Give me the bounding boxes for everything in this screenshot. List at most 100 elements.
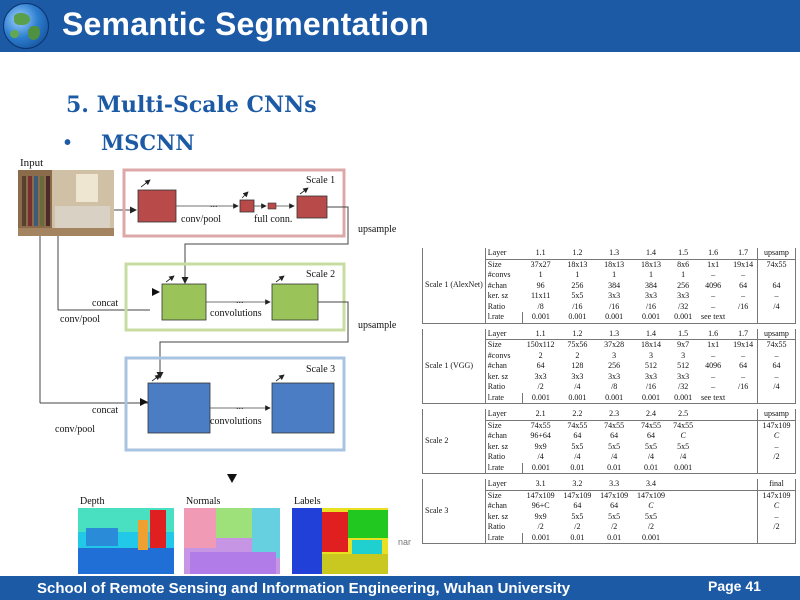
table-cell <box>729 452 757 463</box>
table-cell: 5x5 <box>571 291 584 300</box>
scale3-label: Scale 3 <box>306 364 335 375</box>
table-row: Size 147x109 147x109 147x109 147x109 147x109 <box>423 490 797 501</box>
table-header-cell: 1.5 <box>669 328 697 340</box>
table-cell: Ratio <box>487 301 506 311</box>
globe-land <box>28 26 40 40</box>
table-cell: 3 <box>648 350 653 360</box>
table-cell: 1 <box>648 270 653 279</box>
table-cell: #convs <box>487 350 511 360</box>
table-header-cell: 1.6 <box>696 328 730 340</box>
table-row: Size 74x55 74x55 74x55 74x55 74x55 147x109 <box>423 420 797 431</box>
table-cell: /2 <box>574 522 581 531</box>
table-header-cell: Layer <box>484 248 523 260</box>
scale2-input-arrow <box>152 288 160 296</box>
globe-logo <box>3 3 49 49</box>
table-cell: 0.001 <box>521 312 560 324</box>
table-cell: #chan <box>487 280 507 290</box>
table-header-cell: 1.5 <box>669 248 697 260</box>
table-cell: #chan <box>487 431 507 440</box>
table-cell: 5x5 <box>571 441 584 451</box>
table-header-row: Scale 3 Layer 3.1 3.2 3.3 3.4 final <box>422 479 797 544</box>
table-cell: /4 <box>537 452 544 461</box>
table-cell: – <box>756 291 797 302</box>
scale3-conv-pool-label: conv/pool <box>55 424 95 435</box>
table-cell: /8 <box>611 382 618 391</box>
table-header-cell: 2.1 <box>522 409 560 421</box>
table-cell <box>697 490 729 501</box>
table-cell: 0.001 <box>559 392 596 404</box>
scale1-upsample-label: upsample <box>358 224 397 235</box>
table-cell: 18x13 <box>604 259 625 269</box>
footer-bar <box>0 576 800 600</box>
table-cell: 1 <box>612 270 617 279</box>
table-cell: /2 <box>537 382 544 391</box>
table-cell: – <box>741 270 746 279</box>
table-cell <box>669 512 697 523</box>
table-cell: 2 <box>538 350 543 360</box>
table-cell: Size <box>487 340 502 349</box>
table-row: l.rate 0.001 0.001 0.001 0.001 0.001 see text <box>423 312 797 324</box>
table-header-cell: upsamp <box>756 409 797 421</box>
table-cell: 3x3 <box>534 371 547 381</box>
table-cell: 9x7 <box>677 340 690 349</box>
table-cell: Ratio <box>487 382 506 391</box>
table-cell: 8x6 <box>677 259 690 269</box>
table-cell: 37x28 <box>604 340 625 349</box>
table-row: #chan 96+C 64 64 C C <box>423 501 797 512</box>
table-cell: 128 <box>571 361 584 370</box>
table-row: Size 37x27 18x13 18x13 18x13 8x6 1x1 19x14 74x55 <box>423 259 797 270</box>
table-row: #chan 96 256 384 384 256 4096 64 64 <box>423 280 797 291</box>
table-row: l.rate 0.001 0.01 0.01 0.001 <box>423 532 797 544</box>
table-cell: /8 <box>537 301 544 311</box>
table-cell: 1 <box>681 270 686 279</box>
table-cell: – <box>741 291 746 300</box>
table-cell <box>729 501 757 512</box>
table-cell: /2 <box>647 522 655 531</box>
table-row: ker. sz 3x3 3x3 3x3 3x3 3x3– – – <box>423 371 797 382</box>
table-header-cell: 1.3 <box>595 328 633 340</box>
table-row: Ratio/8/16/16/16/32 – /16/4 <box>423 301 797 312</box>
table-cell: 1 <box>538 270 543 279</box>
table-row: ker. sz 9x9 5x5 5x5 5x5 – <box>423 511 797 523</box>
table-row: ker. sz 9x9 5x5 5x5 5x5 5x5 – <box>423 441 797 453</box>
table-header-cell: upsamp <box>756 248 797 260</box>
table-cell: see text <box>696 312 730 324</box>
table-row: #chan 64 128 256 512 512 4096 64 64 <box>423 361 797 372</box>
table-cell: l.rate <box>485 532 523 544</box>
table-cell: 3 <box>612 350 617 360</box>
table-cell: 147x109 <box>636 490 665 500</box>
table-cell: /4 <box>756 382 797 393</box>
table-cell: /2 <box>537 522 544 531</box>
scale3-convolutions-label: convolutions <box>210 416 262 427</box>
table-cell: 3x3 <box>644 291 657 300</box>
table-cell: 74x55 <box>640 420 661 430</box>
table-header-cell: 1.4 <box>632 328 670 340</box>
table-cell <box>729 420 757 431</box>
table-cell: 64 <box>756 280 797 291</box>
depth-output-map <box>78 508 174 574</box>
table-cell: – <box>711 291 716 300</box>
table-cell: /16 <box>609 301 620 311</box>
normals-label: Normals <box>186 496 221 507</box>
table-cell: 0.001 <box>521 462 560 474</box>
table-cell: 19x14 <box>733 259 754 269</box>
table-cell: 256 <box>677 280 690 290</box>
table-cell: ker. sz <box>487 371 509 381</box>
scale2-dots: ... <box>236 295 244 306</box>
table-cell: 0.01 <box>559 462 596 474</box>
table-header-cell: 2.5 <box>669 409 697 421</box>
table-cell <box>729 312 758 324</box>
table-cell <box>729 442 757 453</box>
table-cell: – <box>756 371 797 382</box>
table-cell <box>697 512 729 523</box>
table-cell: 18x14 <box>640 340 661 349</box>
table-cell: /16 <box>572 301 583 311</box>
input-photo <box>18 170 114 236</box>
cropped-text-fragment: nar <box>398 537 412 547</box>
table-cell: /16 <box>645 301 657 311</box>
table-cell <box>697 452 729 463</box>
table-cell: 0.01 <box>595 462 633 474</box>
table-cell: 147x109 <box>756 420 797 431</box>
table-cell: 64 <box>573 501 582 510</box>
table-header-row: Scale 2 Layer 2.1 2.2 2.3 2.4 2.5 upsamp <box>422 409 797 474</box>
